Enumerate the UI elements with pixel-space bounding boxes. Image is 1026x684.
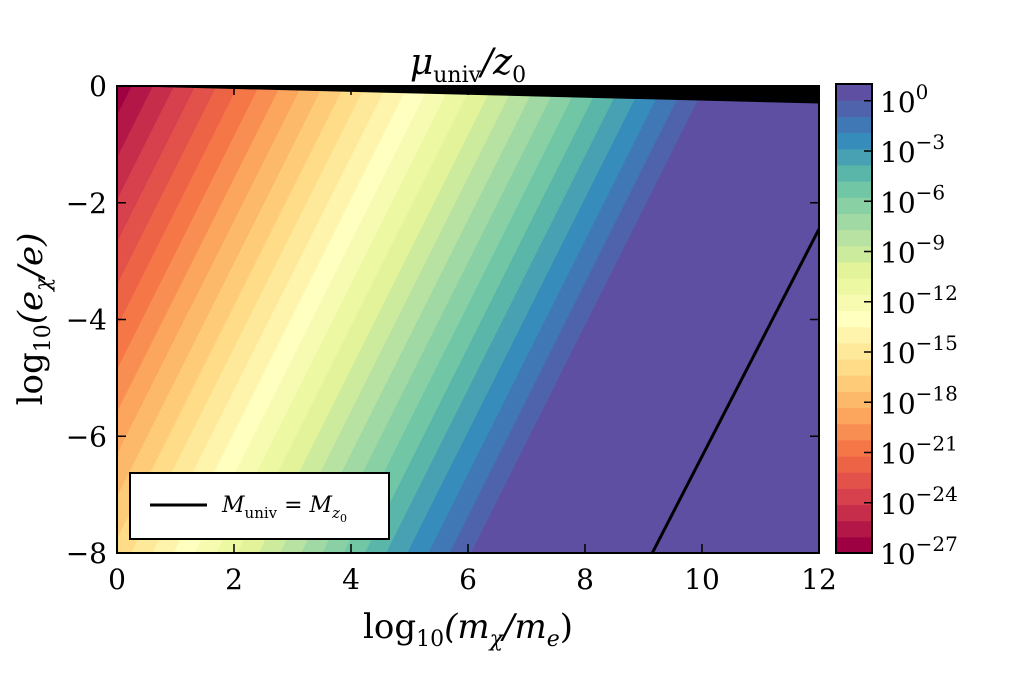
colorbar-tick-label: 10−15	[880, 331, 958, 370]
x-tick-label: 10	[684, 563, 720, 596]
colorbar-band	[836, 423, 872, 441]
colorbar-frame	[835, 83, 873, 554]
colorbar-band	[836, 504, 872, 522]
colorbar-band	[836, 391, 872, 409]
x-tick-label: 6	[459, 563, 477, 596]
colorbar-band	[836, 181, 872, 198]
colorbar	[836, 84, 872, 554]
xlabel-log-sub: 10	[416, 627, 444, 652]
y-axis-label: log10(eχ/e)	[11, 233, 56, 406]
ylabel-end: /e)	[11, 233, 51, 281]
colorbar-band	[836, 84, 872, 101]
colorbar-tick-label: 10−24	[880, 482, 958, 521]
colorbar-band	[836, 358, 872, 376]
y-axis-ticks: 0 −2 −4 −6 −8	[66, 70, 819, 570]
colorbar-band	[836, 455, 872, 473]
colorbar-band	[836, 375, 872, 392]
colorbar-band	[836, 294, 872, 312]
legend-b: M	[309, 493, 333, 518]
colorbar-band	[836, 148, 872, 166]
title-main: μ	[410, 42, 433, 83]
y-tick-label: 0	[89, 70, 107, 103]
colorbar-band	[836, 245, 872, 263]
legend-b-sub: z	[331, 504, 340, 522]
colorbar-band	[836, 326, 872, 344]
colorbar-band	[836, 132, 872, 150]
colorbar-band	[836, 261, 872, 279]
colorbar-band	[836, 213, 872, 231]
xlabel-e: e	[547, 627, 560, 652]
colorbar-band	[836, 229, 872, 247]
ylabel-log: log	[11, 352, 51, 405]
colorbar-band	[836, 197, 872, 214]
y-tick-label: −2	[66, 187, 107, 220]
xlabel-m: (m	[444, 607, 490, 647]
chart-title: μuniv/z0	[410, 42, 526, 88]
colorbar-tick-label: 10−18	[880, 381, 958, 420]
legend-a: M	[221, 493, 245, 518]
colorbar-band	[836, 116, 872, 134]
colorbar-band	[836, 100, 872, 117]
xlabel-end: )	[560, 607, 573, 647]
colorbar-tick-label: 10−9	[880, 231, 945, 270]
ylabel-e: (e	[11, 291, 51, 324]
colorbar-band	[836, 310, 872, 328]
mass-equality-line	[650, 228, 819, 553]
legend: Muniv = Mz0	[129, 472, 390, 540]
colorbar-band	[836, 342, 872, 360]
xlabel-log: log	[363, 607, 416, 647]
title-tail: /z	[478, 42, 513, 83]
contour-field	[117, 86, 819, 553]
colorbar-band	[836, 472, 872, 489]
xlabel-chi: χ	[488, 627, 505, 652]
colorbar-tick-label: 10−3	[880, 130, 945, 169]
title-sub: univ	[433, 63, 481, 88]
colorbar-tick-label: 10−12	[880, 281, 958, 320]
legend-eq: =	[277, 493, 309, 518]
ylabel-chi: χ	[31, 276, 56, 293]
y-tick-label: −4	[66, 304, 107, 337]
colorbar-ticks: 100 10−3 10−6 10−9 10−12 10−15 10−18 10−21 10−24…	[864, 80, 958, 571]
colorbar-tick-label: 100	[880, 80, 928, 119]
colorbar-band	[836, 278, 872, 295]
colorbar-band	[836, 488, 872, 506]
colorbar-band	[836, 536, 872, 554]
colorbar-band	[836, 520, 872, 538]
colorbar-tick-label: 10−21	[880, 432, 958, 471]
title-tail-sub: 0	[512, 63, 526, 88]
x-tick-label: 12	[801, 563, 837, 596]
colorbar-tick-label: 10−6	[880, 180, 945, 219]
xlabel-slash: /m	[500, 607, 547, 647]
x-axis-ticks: 0 2 4 6 8 10 12	[108, 86, 837, 596]
x-tick-label: 8	[576, 563, 594, 596]
colorbar-band	[836, 439, 872, 457]
x-tick-label: 2	[225, 563, 243, 596]
colorbar-band	[836, 164, 872, 182]
legend-b-subsub: 0	[340, 512, 347, 525]
ylabel-log-sub: 10	[31, 324, 56, 352]
y-tick-label: −8	[66, 537, 107, 570]
x-tick-label: 4	[342, 563, 360, 596]
x-axis-label: log10(mχ/me)	[363, 607, 573, 652]
y-tick-label: −6	[66, 420, 107, 453]
x-tick-label: 0	[108, 563, 126, 596]
colorbar-band	[836, 407, 872, 425]
legend-a-sub: univ	[245, 504, 278, 522]
legend-entry-label: Muniv = Mz0	[221, 493, 347, 525]
colorbar-tick-label: 10−27	[880, 532, 958, 571]
